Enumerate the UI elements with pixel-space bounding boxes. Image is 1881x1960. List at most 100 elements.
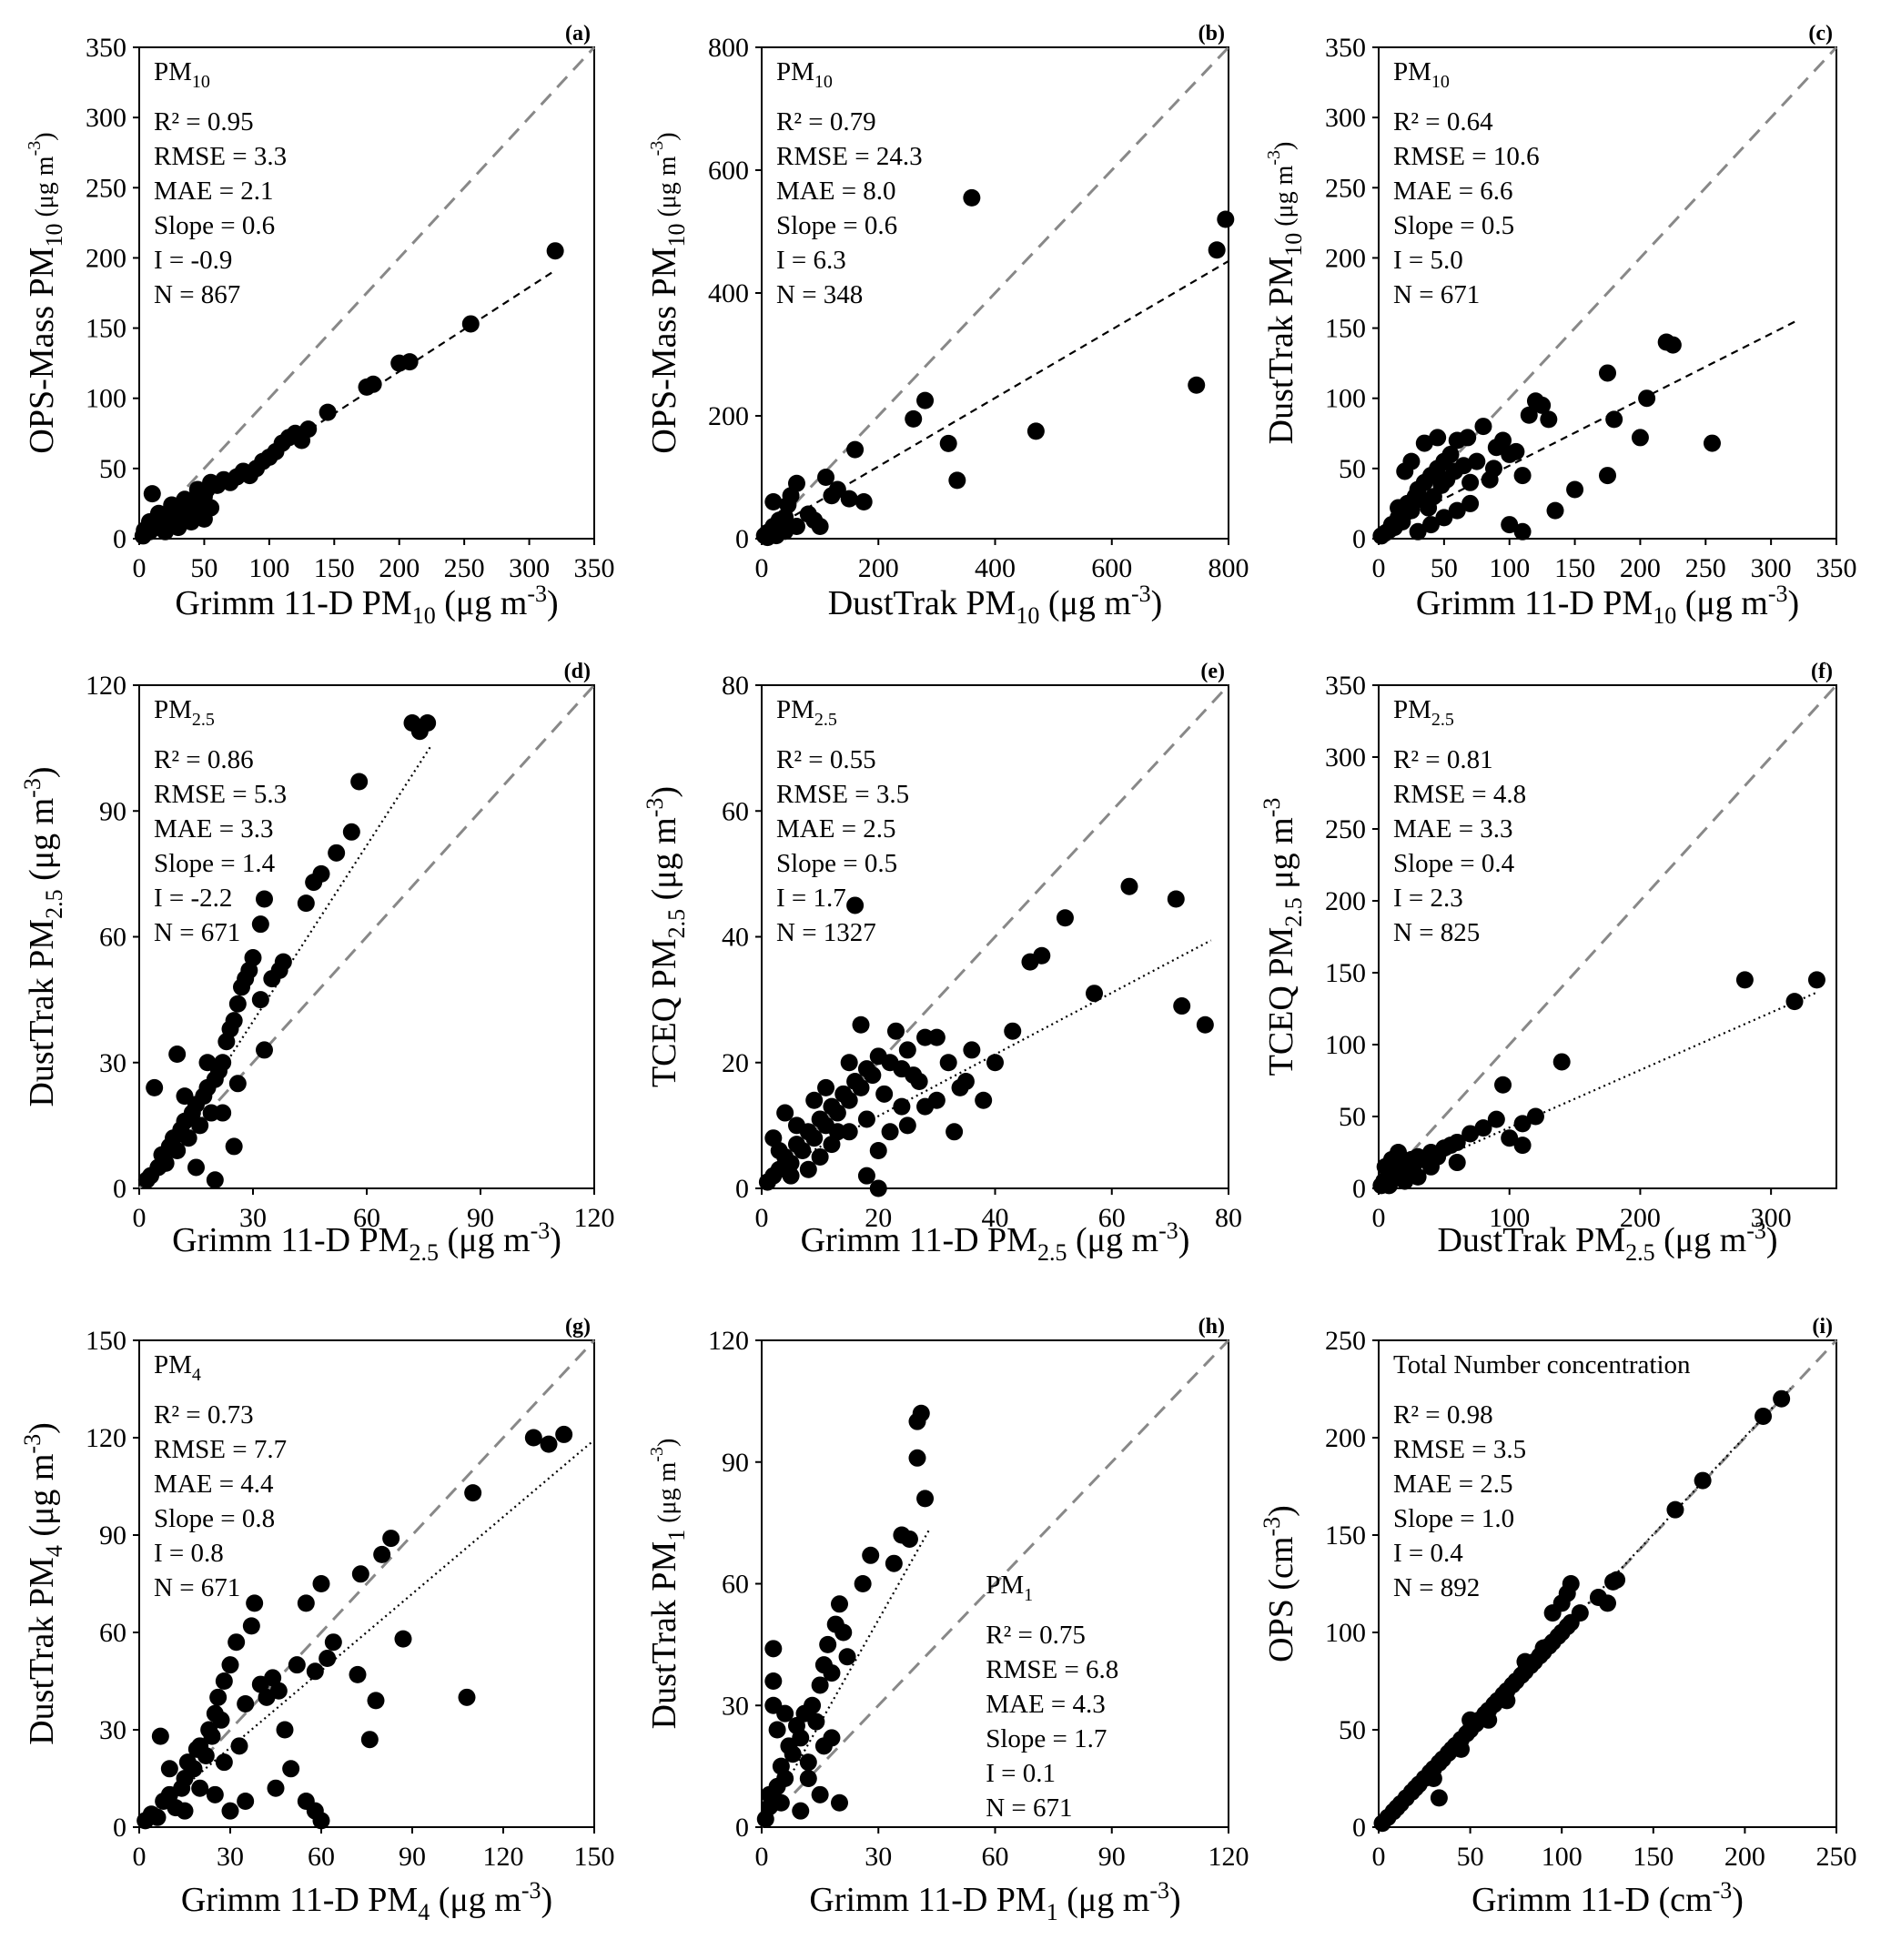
data-point <box>182 512 200 530</box>
y-tick-label: 90 <box>99 796 126 826</box>
data-point <box>787 518 805 535</box>
y-tick-label: 50 <box>1339 1102 1366 1132</box>
data-point <box>1599 467 1616 485</box>
panel-e: 0 20 40 60 80 0 20 40 60 80 (e) PM2.5 R² = 0.55 RMSE … <box>642 660 1242 1266</box>
y-tick-label: 30 <box>99 1048 126 1078</box>
data-point <box>461 315 480 333</box>
x-axis-label: DustTrak PM10 (μg m-3) <box>828 581 1163 629</box>
data-point <box>157 1154 175 1172</box>
stats-line: MAE = 6.6 <box>1393 177 1513 206</box>
data-point <box>1494 1076 1512 1094</box>
x-axis-label: Grimm 11-D PM4 (μg m-3) <box>181 1877 552 1925</box>
y-tick-label: 200 <box>1325 1423 1366 1453</box>
data-point <box>1424 1770 1442 1787</box>
y-tick-label: 250 <box>1325 1326 1366 1356</box>
data-point <box>191 1779 209 1797</box>
data-point <box>1196 1015 1214 1034</box>
data-point <box>146 1078 164 1096</box>
x-axis-label: Grimm 11-D PM2.5 (μg m-3) <box>801 1217 1190 1266</box>
stats-line: RMSE = 4.8 <box>1393 780 1526 809</box>
data-point <box>176 490 194 509</box>
panel-f: 0 100 200 300 0 50 100 150 200 250 300 350 (f) PM2.5 R… <box>1259 660 1838 1266</box>
data-point <box>1415 434 1433 452</box>
data-point <box>312 1812 330 1830</box>
data-point <box>1513 467 1532 485</box>
y-tick-label: 250 <box>1325 173 1366 203</box>
data-point <box>198 1054 217 1072</box>
data-point <box>1429 429 1447 447</box>
data-point <box>1599 1594 1616 1612</box>
data-point <box>176 1802 194 1820</box>
data-point <box>804 1696 822 1714</box>
data-point <box>792 1802 810 1820</box>
data-point <box>187 1158 205 1177</box>
data-point <box>349 1665 367 1683</box>
data-point <box>1513 1115 1532 1133</box>
data-point <box>256 890 273 908</box>
data-point <box>1004 1022 1022 1040</box>
data-point <box>905 409 923 428</box>
data-point <box>524 1429 542 1447</box>
stats-line: I = -0.9 <box>154 246 232 275</box>
x-tick-label: 300 <box>509 553 550 583</box>
data-point <box>910 1072 928 1090</box>
one-to-one-line <box>137 1339 596 1829</box>
x-tick-label: 120 <box>483 1842 524 1872</box>
y-tick-label: 250 <box>86 173 126 203</box>
data-point <box>373 1545 391 1563</box>
data-point <box>776 1704 794 1723</box>
x-tick-label: 100 <box>1489 1203 1530 1233</box>
stats-line: RMSE = 5.3 <box>154 780 287 809</box>
data-point <box>898 1041 916 1059</box>
data-point <box>805 1129 824 1147</box>
y-axis-label: DustTrak PM2.5 (μg m-3) <box>19 766 67 1106</box>
data-point <box>764 1672 783 1690</box>
y-tick-label: 0 <box>113 1174 126 1204</box>
data-point <box>823 1729 841 1747</box>
data-point <box>1520 406 1538 424</box>
x-axis-label: Grimm 11-D (cm-3) <box>1471 1877 1744 1919</box>
data-point <box>1461 494 1480 512</box>
data-point <box>799 1753 817 1772</box>
data-point <box>1474 1119 1492 1137</box>
stats-title: PM4 <box>154 1350 201 1385</box>
data-point <box>163 496 181 514</box>
data-point <box>946 1123 964 1141</box>
data-point <box>148 1808 167 1826</box>
data-point <box>811 1147 829 1166</box>
stats-title: PM2.5 <box>1393 695 1454 730</box>
plot-frame <box>1378 684 1837 1189</box>
x-tick-label: 0 <box>755 1203 769 1233</box>
data-point <box>916 391 935 409</box>
data-point <box>251 915 269 934</box>
data-point <box>927 1028 946 1046</box>
data-point <box>1664 336 1682 354</box>
data-point <box>1534 1639 1552 1657</box>
x-tick-label: 150 <box>314 553 355 583</box>
y-tick-label: 30 <box>722 1691 749 1721</box>
x-tick-label: 200 <box>379 553 420 583</box>
data-point <box>948 471 966 490</box>
data-point <box>136 521 154 540</box>
data-point <box>908 1449 926 1467</box>
data-point <box>864 1066 882 1085</box>
stats-line: N = 348 <box>776 280 863 309</box>
y-tick-label: 50 <box>1339 454 1366 484</box>
one-to-one-line <box>1377 683 1838 1190</box>
data-point <box>228 1633 246 1652</box>
data-point <box>1173 997 1191 1015</box>
data-point <box>1435 509 1453 527</box>
y-tick-label: 200 <box>1325 243 1366 273</box>
data-point <box>787 1116 805 1135</box>
data-point <box>1396 1172 1414 1190</box>
data-point <box>1666 1500 1684 1519</box>
y-tick-label: 0 <box>735 1174 749 1204</box>
data-point <box>1694 1471 1712 1490</box>
data-point <box>1033 946 1051 965</box>
stats-line: R² = 0.95 <box>154 107 254 136</box>
y-tick-label: 30 <box>99 1715 126 1745</box>
plot-frame <box>138 1339 595 1828</box>
panel-i: 0 50 100 150 200 250 0 50 100 150 200 250 (i) Total N… <box>1259 1315 1857 1919</box>
y-tick-label: 800 <box>708 33 749 63</box>
